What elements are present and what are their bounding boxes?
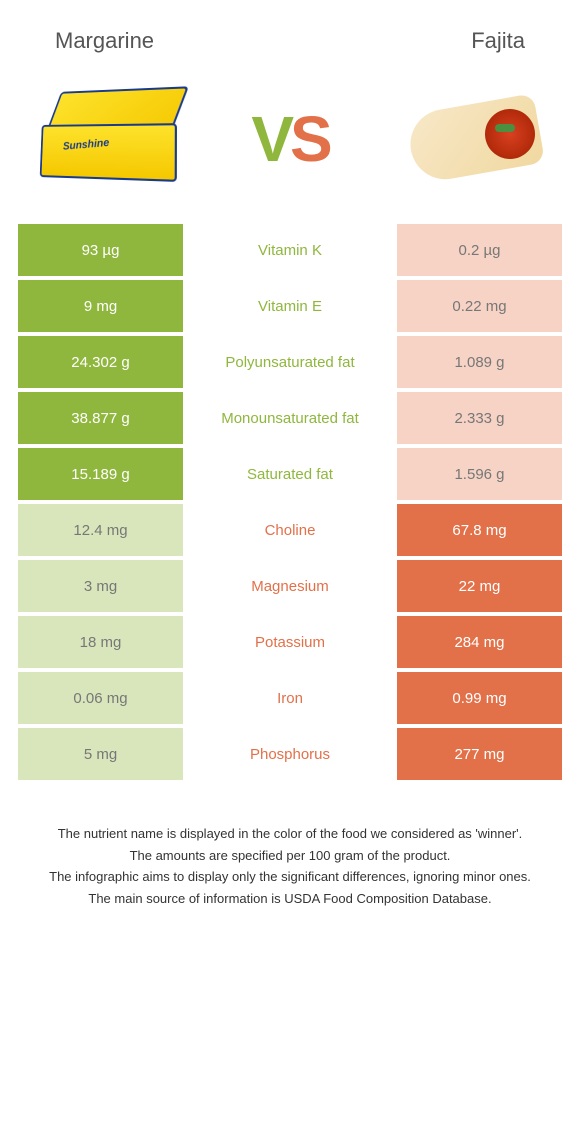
right-food-title: Fajita [471, 28, 525, 54]
table-row: 0.06 mgIron0.99 mg [18, 672, 562, 724]
table-row: 3 mgMagnesium22 mg [18, 560, 562, 612]
vs-s: S [290, 103, 329, 175]
nutrient-label: Vitamin E [183, 280, 397, 332]
nutrient-label: Magnesium [183, 560, 397, 612]
right-value: 0.99 mg [397, 672, 562, 724]
right-value: 1.089 g [397, 336, 562, 388]
left-food-title: Margarine [55, 28, 154, 54]
header: Margarine Fajita [0, 0, 580, 64]
left-value: 18 mg [18, 616, 183, 668]
right-value: 284 mg [397, 616, 562, 668]
right-value: 22 mg [397, 560, 562, 612]
right-value: 1.596 g [397, 448, 562, 500]
left-value: 9 mg [18, 280, 183, 332]
vs-v: V [251, 103, 290, 175]
table-row: 9 mgVitamin E0.22 mg [18, 280, 562, 332]
footer-line: The main source of information is USDA F… [30, 889, 550, 909]
right-value: 0.2 µg [397, 224, 562, 276]
images-row: Sunshine VS [0, 64, 580, 224]
table-row: 24.302 gPolyunsaturated fat1.089 g [18, 336, 562, 388]
right-value: 2.333 g [397, 392, 562, 444]
footer-line: The nutrient name is displayed in the co… [30, 824, 550, 844]
comparison-table: 93 µgVitamin K0.2 µg9 mgVitamin E0.22 mg… [0, 224, 580, 780]
left-value: 5 mg [18, 728, 183, 780]
table-row: 93 µgVitamin K0.2 µg [18, 224, 562, 276]
nutrient-label: Saturated fat [183, 448, 397, 500]
left-value: 12.4 mg [18, 504, 183, 556]
left-value: 38.877 g [18, 392, 183, 444]
footer-line: The amounts are specified per 100 gram o… [30, 846, 550, 866]
right-value: 67.8 mg [397, 504, 562, 556]
table-row: 38.877 gMonounsaturated fat2.333 g [18, 392, 562, 444]
table-row: 12.4 mgCholine67.8 mg [18, 504, 562, 556]
fajita-icon [400, 89, 550, 189]
footer-line: The infographic aims to display only the… [30, 867, 550, 887]
left-value: 93 µg [18, 224, 183, 276]
left-food-image: Sunshine [20, 74, 190, 204]
nutrient-label: Potassium [183, 616, 397, 668]
nutrient-label: Choline [183, 504, 397, 556]
nutrient-label: Polyunsaturated fat [183, 336, 397, 388]
right-food-image [390, 74, 560, 204]
left-value: 0.06 mg [18, 672, 183, 724]
right-value: 277 mg [397, 728, 562, 780]
left-value: 15.189 g [18, 448, 183, 500]
margarine-icon: Sunshine [40, 97, 177, 182]
nutrient-label: Phosphorus [183, 728, 397, 780]
nutrient-label: Iron [183, 672, 397, 724]
nutrient-label: Vitamin K [183, 224, 397, 276]
table-row: 15.189 gSaturated fat1.596 g [18, 448, 562, 500]
left-value: 3 mg [18, 560, 183, 612]
table-row: 18 mgPotassium284 mg [18, 616, 562, 668]
left-value: 24.302 g [18, 336, 183, 388]
table-row: 5 mgPhosphorus277 mg [18, 728, 562, 780]
nutrient-label: Monounsaturated fat [183, 392, 397, 444]
footer-notes: The nutrient name is displayed in the co… [0, 784, 580, 940]
vs-label: VS [251, 102, 328, 176]
right-value: 0.22 mg [397, 280, 562, 332]
